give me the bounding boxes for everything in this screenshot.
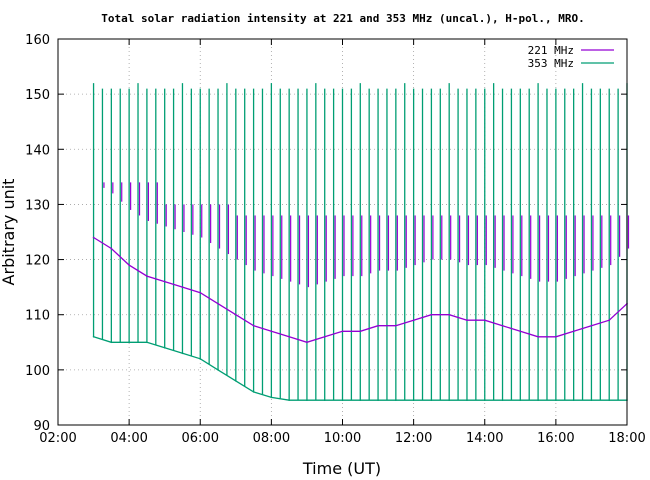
point-353 xyxy=(466,399,468,401)
point-353 xyxy=(430,399,433,401)
x-tick-label: 18:00 xyxy=(608,431,645,446)
legend-label-221: 221 MHz xyxy=(528,44,574,57)
point-221 xyxy=(323,335,326,338)
y-tick-label: 160 xyxy=(25,33,50,48)
x-tick-label: 08:00 xyxy=(253,431,290,446)
point-353 xyxy=(235,380,237,382)
point-353 xyxy=(359,399,362,401)
point-353 xyxy=(163,347,166,349)
point-221 xyxy=(395,324,397,327)
point-221 xyxy=(163,280,166,283)
x-tick-label: 16:00 xyxy=(537,431,574,446)
x-tick-label: 02:00 xyxy=(39,431,76,446)
point-221 xyxy=(146,275,148,277)
point-221 xyxy=(217,302,219,305)
point-221 xyxy=(252,324,255,327)
point-221 xyxy=(483,319,486,322)
point-221 xyxy=(537,335,539,338)
point-353 xyxy=(395,399,397,401)
y-tick-label: 90 xyxy=(33,419,50,434)
point-353 xyxy=(270,396,273,399)
point-221 xyxy=(110,247,113,250)
point-221 xyxy=(288,335,290,338)
point-221 xyxy=(377,324,379,327)
point-353 xyxy=(377,399,379,401)
series-lines xyxy=(92,236,628,401)
legend: 221 MHz 353 MHz xyxy=(528,44,614,70)
point-221 xyxy=(555,335,557,338)
x-tick-label: 04:00 xyxy=(110,431,147,446)
legend-label-353: 353 MHz xyxy=(528,57,574,70)
point-353 xyxy=(448,399,450,401)
point-353 xyxy=(323,399,326,401)
point-221 xyxy=(92,236,95,239)
y-axis-label: Arbitrary unit xyxy=(0,179,18,286)
point-353 xyxy=(181,352,184,355)
x-tick-label: 06:00 xyxy=(182,431,219,446)
point-353 xyxy=(483,399,486,401)
point-221 xyxy=(270,330,273,333)
tick-labels: 02:00 04:00 06:00 08:00 10:00 12:00 14:00 16:00… xyxy=(25,33,646,446)
point-221 xyxy=(306,341,308,344)
point-353 xyxy=(92,335,95,338)
ticks xyxy=(57,38,628,426)
point-353 xyxy=(572,399,575,401)
point-353 xyxy=(555,399,557,401)
point-221 xyxy=(501,324,504,327)
point-221 xyxy=(359,330,362,333)
point-221 xyxy=(466,319,468,322)
y-tick-label: 110 xyxy=(25,309,50,324)
point-353 xyxy=(128,341,130,344)
point-353 xyxy=(501,399,504,401)
chart-title: Total solar radiation intensity at 221 a… xyxy=(101,12,584,25)
point-353 xyxy=(146,341,148,344)
point-221 xyxy=(448,313,450,316)
y-tick-label: 140 xyxy=(25,143,50,158)
point-353 xyxy=(519,399,522,401)
y-tick-label: 130 xyxy=(25,198,50,213)
point-353 xyxy=(590,399,593,401)
point-221 xyxy=(412,319,415,322)
x-axis-label: Time (UT) xyxy=(302,459,381,478)
y-tick-label: 100 xyxy=(25,364,50,379)
point-353 xyxy=(252,391,255,393)
x-tick-label: 14:00 xyxy=(466,431,503,446)
point-221 xyxy=(235,313,237,316)
point-353 xyxy=(608,399,611,401)
x-tick-label: 10:00 xyxy=(324,431,361,446)
y-tick-label: 150 xyxy=(25,88,50,103)
point-353 xyxy=(110,341,113,344)
point-221 xyxy=(608,319,611,322)
calibration-spikes xyxy=(92,83,630,401)
point-353 xyxy=(412,399,415,401)
point-353 xyxy=(288,399,290,401)
point-221 xyxy=(128,264,130,266)
x-tick-label: 12:00 xyxy=(395,431,432,446)
point-221 xyxy=(181,286,184,288)
point-221 xyxy=(430,313,433,316)
point-221 xyxy=(590,324,593,327)
point-221 xyxy=(572,330,575,333)
point-353 xyxy=(199,358,202,360)
point-353 xyxy=(306,399,308,401)
y-tick-label: 120 xyxy=(25,254,50,269)
point-353 xyxy=(537,399,539,401)
point-221 xyxy=(341,330,344,333)
point-221 xyxy=(519,330,522,333)
point-221 xyxy=(199,291,202,294)
point-353 xyxy=(217,369,219,371)
point-353 xyxy=(341,399,344,401)
